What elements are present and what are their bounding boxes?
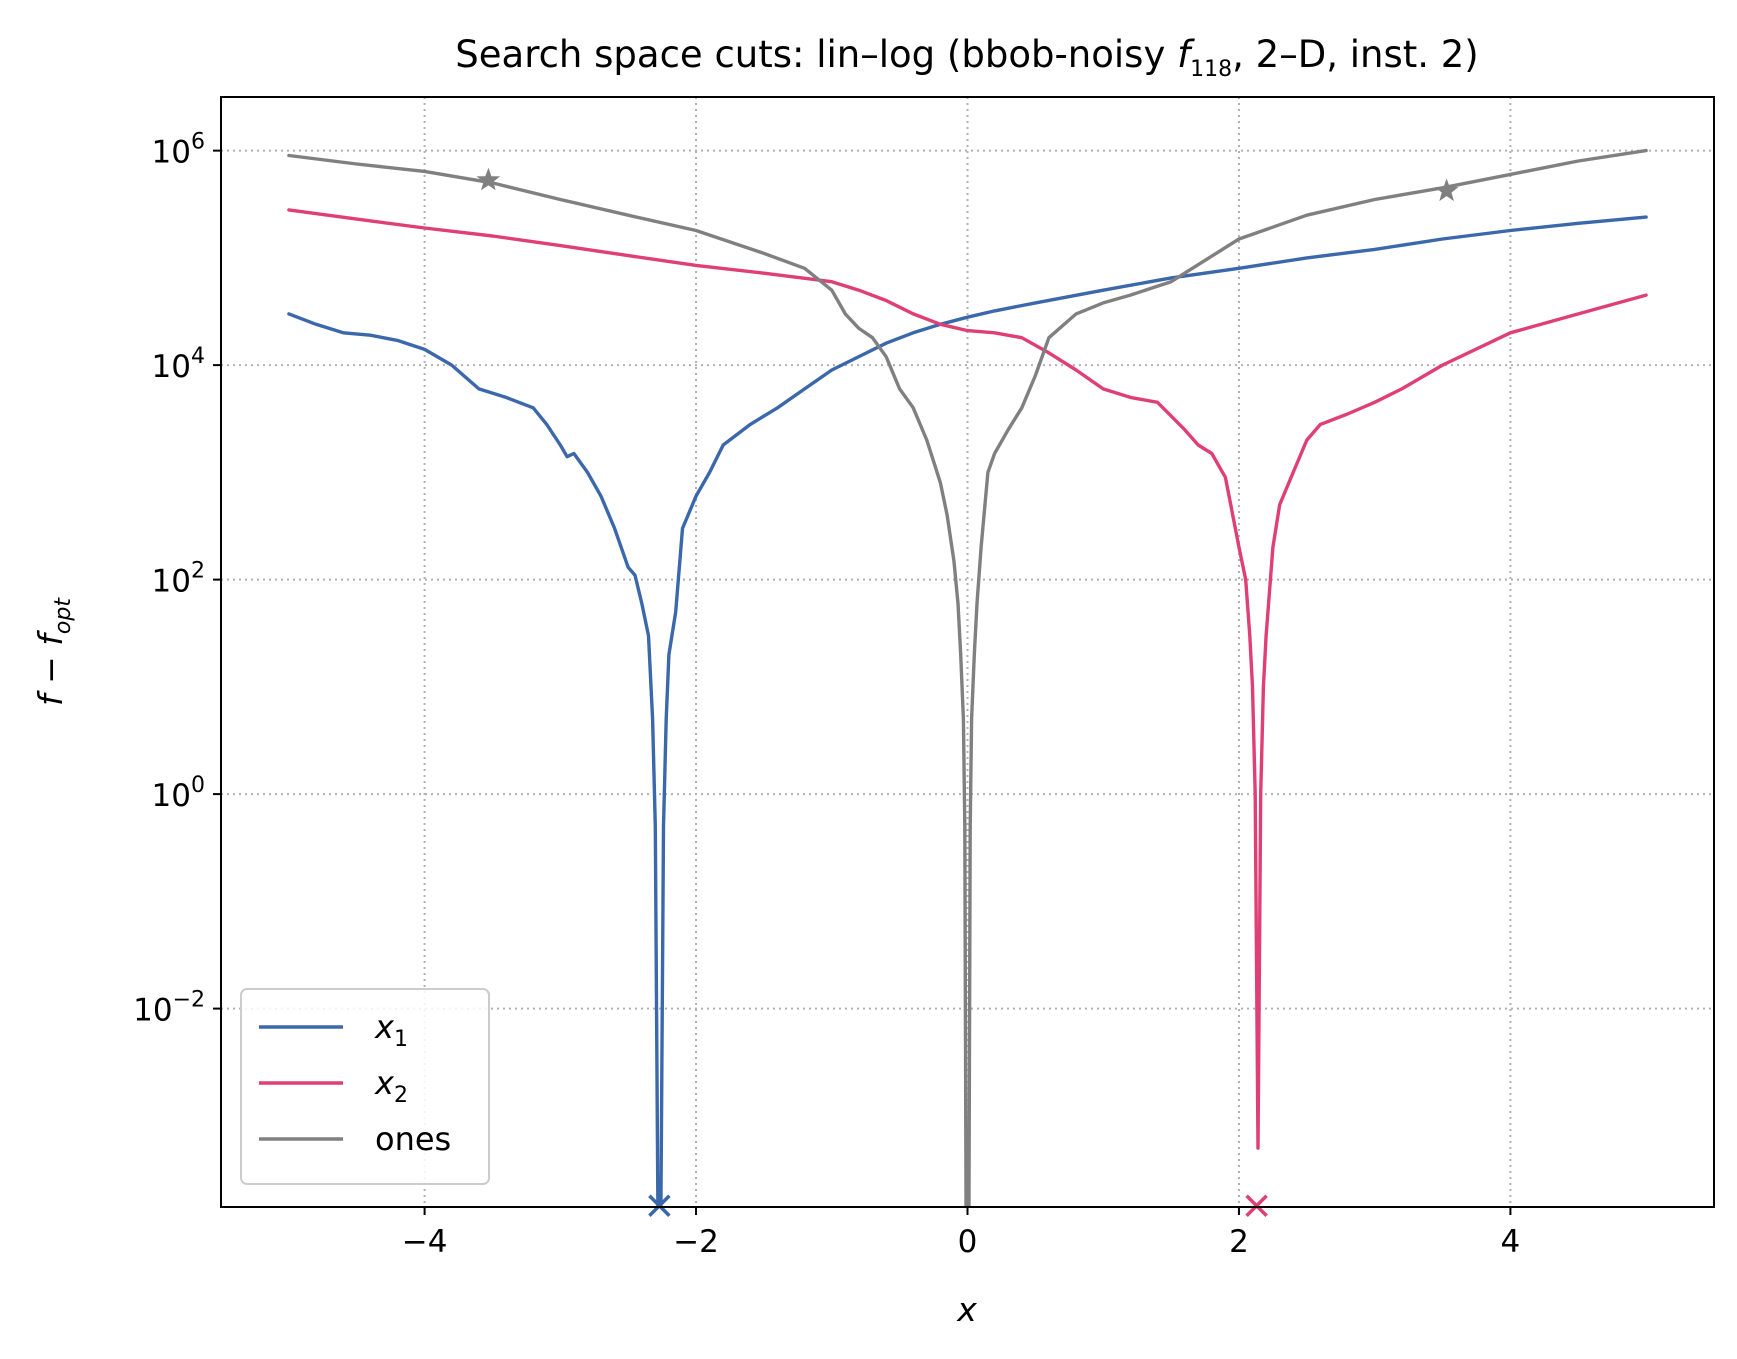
series-line-ones — [287, 148, 1648, 1207]
x-tick-label: 4 — [1501, 1224, 1521, 1260]
y-tick-label: 106 — [152, 130, 205, 171]
y-tick-label: 10−2 — [133, 988, 205, 1029]
y-tick-label: 100 — [152, 773, 205, 814]
x-axis-ticks: −4 −2 0 2 4 — [402, 1207, 1521, 1260]
legend-label: ones — [375, 1120, 451, 1158]
x-axis-label: x — [956, 1290, 977, 1329]
cross-marker — [1245, 1194, 1268, 1218]
legend-item: x2 — [259, 1064, 408, 1108]
legend-label: x1 — [374, 1008, 408, 1052]
legend: x1 x2 ones — [240, 988, 490, 1185]
x-tick-label: 0 — [958, 1224, 978, 1260]
series-layer — [287, 148, 1648, 1207]
chart-title: Search space cuts: lin–log (bbob-noisy f… — [455, 33, 1478, 82]
y-axis-ticks: 106 104 102 100 10−2 — [133, 130, 221, 1029]
cross-marker — [648, 1194, 671, 1218]
x-tick-label: −2 — [673, 1224, 719, 1260]
legend-label: x2 — [374, 1064, 408, 1108]
y-tick-label: 104 — [152, 344, 205, 385]
legend-box — [240, 988, 490, 1185]
star-marker — [476, 167, 501, 191]
x-tick-label: −4 — [402, 1224, 448, 1260]
star-marker — [1434, 178, 1459, 202]
legend-item: ones — [259, 1120, 451, 1158]
x-tick-label: 2 — [1229, 1224, 1249, 1260]
y-tick-label: 102 — [152, 559, 205, 600]
y-axis-label: f − fopt — [31, 597, 76, 706]
legend-item: x1 — [259, 1008, 408, 1052]
marker-layer — [476, 167, 1459, 1218]
series-line-x2 — [287, 208, 1648, 1150]
series-line-x1 — [287, 215, 1648, 1207]
